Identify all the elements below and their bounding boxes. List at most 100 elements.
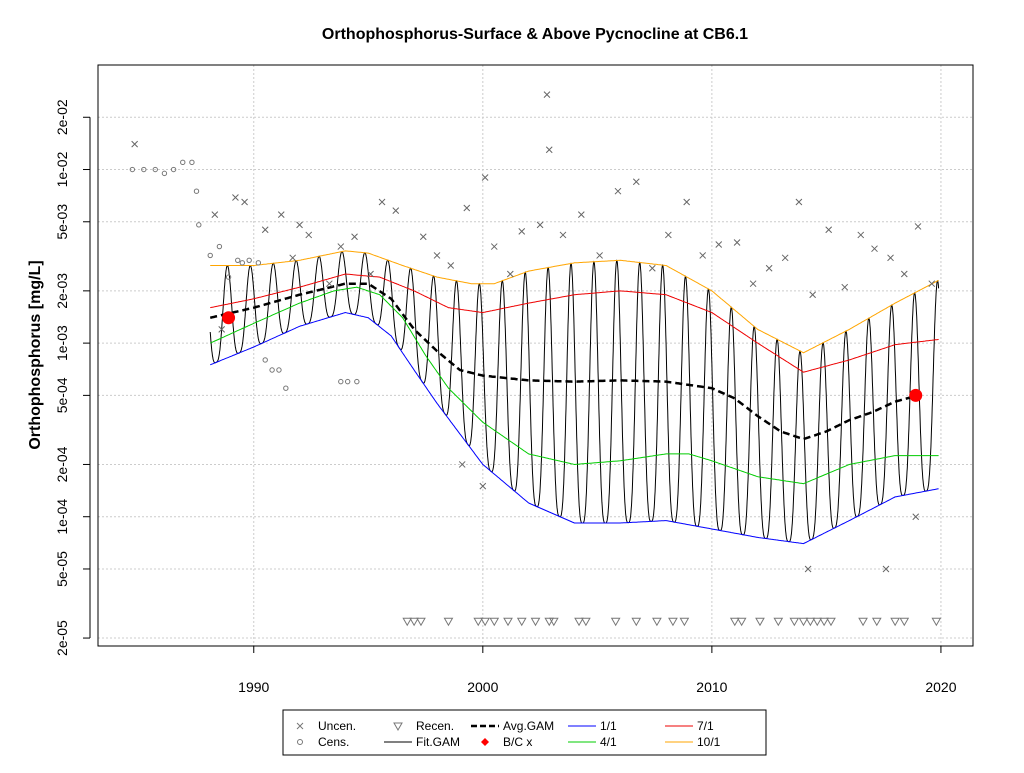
y-tick-label-4: 5e-04	[54, 377, 70, 413]
recen-point-21	[755, 617, 765, 627]
recen-point-27	[819, 617, 829, 627]
uncen-point-33	[683, 198, 691, 206]
uncen-point-2	[218, 326, 226, 333]
legend-item-2: Recen.	[393, 719, 454, 733]
x-tick-label-2: 2010	[696, 679, 727, 695]
legend-label-5: B/C x	[503, 735, 532, 749]
cens-point-9	[207, 252, 213, 259]
uncen-point-10	[325, 280, 333, 288]
series-avg-gam-line	[209, 282, 919, 441]
x-tick-label-0: 1990	[238, 679, 269, 695]
recen-point-18	[679, 617, 690, 627]
y-tick-label-5: 1e-03	[54, 325, 70, 361]
y-tick-label-1: 5e-05	[54, 551, 70, 587]
recen-point-32	[899, 617, 910, 627]
uncen-point-52	[543, 91, 551, 98]
uncen-point-43	[841, 283, 849, 291]
uncen-point-20	[481, 174, 489, 181]
uncen-point-28	[596, 252, 603, 259]
uncen-point-46	[887, 254, 894, 262]
uncen-point-29	[614, 187, 622, 195]
legend-label-1: Cens.	[318, 735, 349, 749]
cens-point-1	[141, 166, 147, 173]
legend-item-1: Cens.	[297, 735, 349, 749]
uncen-point-1	[211, 211, 219, 218]
uncen-point-30	[632, 178, 640, 186]
recen-point-25	[805, 617, 816, 627]
recen-point-23	[789, 617, 800, 627]
uncen-point-49	[928, 280, 936, 288]
recen-point-2	[416, 617, 426, 627]
recen-point-14	[610, 617, 621, 627]
cens-point-22	[354, 378, 360, 385]
series-b-c-x-point-0	[222, 311, 236, 325]
cens-point-19	[283, 385, 289, 391]
cens-point-6	[189, 159, 195, 166]
legend-label-8: 7/1	[697, 719, 714, 733]
cens-point-20	[338, 378, 344, 385]
recen-point-8	[516, 617, 527, 627]
uncen-point-15	[392, 207, 400, 214]
legend-item-4: Avg.GAM	[471, 719, 554, 733]
cens-point-2	[152, 166, 158, 173]
uncen-point-23	[518, 228, 526, 235]
uncen-point-54	[882, 565, 890, 573]
y-tick-label-2: 1e-04	[54, 499, 70, 535]
legend-label-7: 4/1	[600, 735, 617, 749]
y-tick-label-3: 2e-04	[54, 446, 70, 482]
recen-point-6	[489, 617, 500, 627]
uncen-point-8	[296, 221, 303, 229]
uncen-point-13	[367, 270, 374, 278]
uncen-point-48	[914, 223, 922, 230]
x-tick-label-3: 2020	[925, 679, 956, 695]
recen-point-19	[729, 617, 740, 627]
cens-point-13	[239, 260, 246, 266]
axes-layer: 1990 2000 2010 2020 2e-05 5e-05 1e-04 2e-04 5e-0…	[54, 99, 957, 695]
recen-point-7	[503, 617, 513, 627]
uncen-point-27	[577, 211, 585, 218]
uncen-point-40	[795, 198, 803, 206]
recen-point-24	[798, 617, 809, 627]
cens-point-5	[180, 159, 186, 166]
uncen-point-39	[781, 254, 789, 262]
recen-point-29	[858, 617, 868, 627]
legend-symbol-2	[393, 722, 403, 732]
uncen-point-7	[289, 254, 297, 262]
legend-symbol-5	[481, 738, 489, 746]
uncen-point-26	[559, 231, 567, 239]
recen-point-28	[826, 617, 836, 627]
chart-title: Orthophosphorus-Surface & Above Pycnocli…	[322, 26, 748, 43]
legend-symbol-1	[297, 739, 303, 745]
uncen-point-24	[536, 221, 544, 229]
uncen-point-47	[900, 270, 908, 278]
grid-lines	[98, 65, 973, 646]
uncen-point-45	[871, 245, 878, 253]
recen-point-9	[530, 617, 541, 627]
uncen-point-22	[506, 270, 514, 278]
legend-item-5: B/C x	[481, 735, 532, 749]
uncen-point-9	[305, 231, 313, 239]
uncen-point-35	[715, 241, 723, 248]
cens-point-4	[170, 166, 177, 173]
uncen-point-25	[545, 146, 553, 154]
uncen-point-6	[277, 211, 285, 218]
legend-item-9: 10/1	[665, 735, 721, 749]
uncen-point-17	[433, 252, 441, 259]
uncen-point-21	[490, 243, 498, 250]
uncen-point-32	[664, 231, 672, 239]
uncen-point-44	[857, 231, 865, 239]
legend-label-4: Avg.GAM	[503, 719, 554, 733]
cens-point-17	[269, 367, 275, 373]
legend-item-3: Fit.GAM	[384, 735, 460, 749]
uncen-point-53	[804, 565, 812, 573]
legend-label-2: Recen.	[416, 719, 454, 733]
y-tick-label-0: 2e-05	[54, 620, 70, 656]
recen-point-33	[931, 617, 942, 627]
legend-label-9: 10/1	[697, 735, 721, 749]
cens-point-8	[196, 222, 202, 228]
cens-point-15	[255, 260, 262, 266]
legend: Uncen. Cens. Recen. Fit.GAM Avg.GAM B/C x 1/1 4…	[282, 709, 767, 756]
legend-item-8: 7/1	[665, 719, 714, 733]
